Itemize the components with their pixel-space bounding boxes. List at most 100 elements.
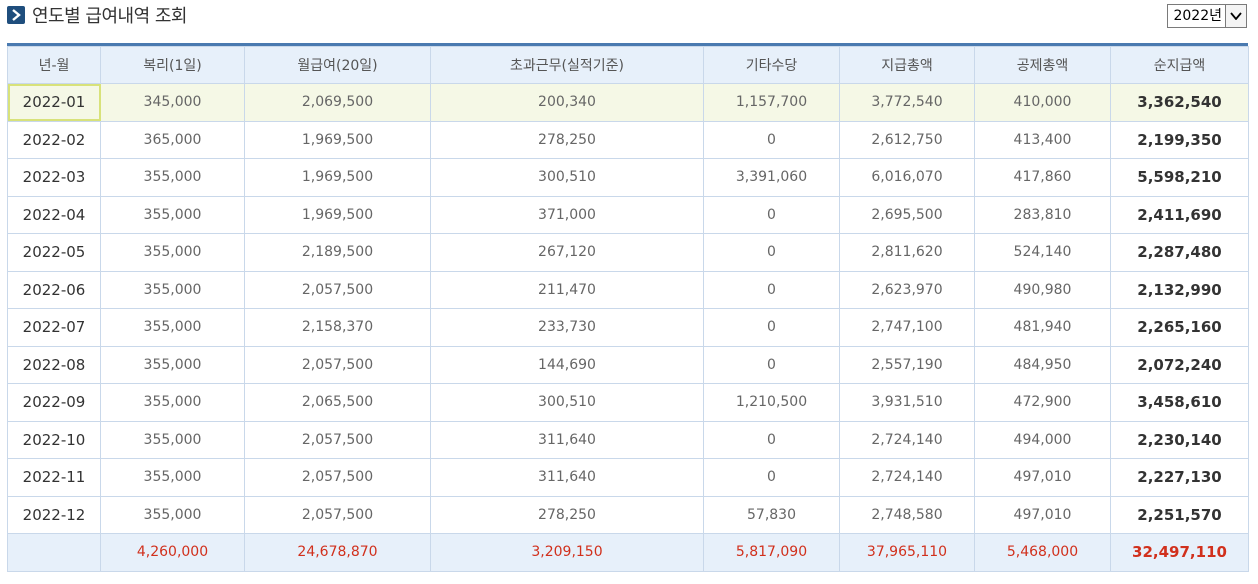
- col-year-month-cell: 2022-06: [7, 270, 101, 309]
- col-other-allowance-cell: 1,157,700: [703, 83, 840, 122]
- col-total-deduction-cell: 494,000: [974, 420, 1111, 459]
- table-row[interactable]: 2022-08 355,000 2,057,500 144,690 0 2,557,190…: [7, 345, 1249, 384]
- col-total-deduction-cell: 472,900: [974, 383, 1111, 422]
- col-net-payment-header: 순지급액: [1110, 46, 1249, 84]
- col-overtime-header: 초과근무(실적기준): [430, 46, 704, 84]
- col-total-deduction-header: 공제총액: [974, 46, 1111, 84]
- col-net-payment-cell: 2,132,990: [1110, 270, 1249, 309]
- col-total-payment-cell: 2,612,750: [839, 120, 975, 159]
- col-year-month-cell: 2022-02: [7, 120, 101, 159]
- col-other-allowance-header: 기타수당: [703, 46, 840, 84]
- col-year-month-header: 년-월: [7, 46, 101, 84]
- chevron-down-icon[interactable]: [1225, 5, 1246, 27]
- page-title: 연도별 급여내역 조회: [32, 6, 187, 27]
- col-total-deduction-cell: 481,940: [974, 308, 1111, 347]
- col-monthly-salary-cell: 1,969,500: [244, 195, 431, 234]
- total-row: 4,260,000 24,678,870 3,209,150 5,817,090 37,…: [7, 533, 1249, 572]
- col-monthly-salary-cell: 2,069,500: [244, 83, 431, 122]
- col-monthly-salary-cell: 1,969,500: [244, 158, 431, 197]
- col-monthly-salary-header: 월급여(20일): [244, 46, 431, 84]
- col-total-deduction-cell: 524,140: [974, 233, 1111, 272]
- col-net-payment-total: 32,497,110: [1110, 533, 1249, 572]
- table-row[interactable]: 2022-09 355,000 2,065,500 300,510 1,210,500 3…: [7, 383, 1249, 422]
- col-welfare-cell: 355,000: [100, 458, 245, 497]
- col-net-payment-cell: 2,230,140: [1110, 420, 1249, 459]
- col-year-month-cell: 2022-10: [7, 420, 101, 459]
- col-welfare-cell: 355,000: [100, 233, 245, 272]
- col-overtime-cell: 267,120: [430, 233, 704, 272]
- col-year-month-cell: 2022-09: [7, 383, 101, 422]
- col-welfare-cell: 355,000: [100, 345, 245, 384]
- col-welfare-cell: 345,000: [100, 83, 245, 122]
- col-overtime-cell: 278,250: [430, 120, 704, 159]
- year-select[interactable]: 2022년: [1167, 4, 1247, 28]
- col-welfare-cell: 355,000: [100, 270, 245, 309]
- col-year-month-cell: 2022-11: [7, 458, 101, 497]
- col-other-allowance-cell: 0: [703, 458, 840, 497]
- col-overtime-cell: 211,470: [430, 270, 704, 309]
- page-header: 연도별 급여내역 조회: [7, 3, 187, 27]
- table-row[interactable]: 2022-02 365,000 1,969,500 278,250 0 2,612,750…: [7, 120, 1249, 159]
- col-year-month-cell: 2022-03: [7, 158, 101, 197]
- col-total-payment-cell: 2,695,500: [839, 195, 975, 234]
- col-overtime-cell: 278,250: [430, 495, 704, 534]
- col-other-allowance-cell: 0: [703, 195, 840, 234]
- chevron-right-icon: [7, 6, 25, 24]
- col-year-month-cell: 2022-08: [7, 345, 101, 384]
- col-total-deduction-cell: 497,010: [974, 495, 1111, 534]
- col-net-payment-cell: 3,458,610: [1110, 383, 1249, 422]
- col-net-payment-cell: 2,411,690: [1110, 195, 1249, 234]
- col-total-deduction-cell: 497,010: [974, 458, 1111, 497]
- col-total-payment-cell: 6,016,070: [839, 158, 975, 197]
- col-monthly-salary-total: 24,678,870: [244, 533, 431, 572]
- col-total-payment-cell: 2,748,580: [839, 495, 975, 534]
- col-other-allowance-cell: 57,830: [703, 495, 840, 534]
- col-total-payment-cell: 3,931,510: [839, 383, 975, 422]
- col-year-month-cell: 2022-07: [7, 308, 101, 347]
- table-row[interactable]: 2022-07 355,000 2,158,370 233,730 0 2,747,100…: [7, 308, 1249, 347]
- salary-table-container: 년-월 복리(1일) 월급여(20일) 초과근무(실적기준) 기타수당 지급총액 공제총액 순…: [7, 43, 1249, 572]
- col-net-payment-cell: 2,072,240: [1110, 345, 1249, 384]
- col-welfare-cell: 365,000: [100, 120, 245, 159]
- col-total-payment-cell: 2,557,190: [839, 345, 975, 384]
- table-header-row: 년-월 복리(1일) 월급여(20일) 초과근무(실적기준) 기타수당 지급총액 공제총액 순…: [7, 46, 1249, 84]
- col-overtime-cell: 300,510: [430, 158, 704, 197]
- salary-table: 년-월 복리(1일) 월급여(20일) 초과근무(실적기준) 기타수당 지급총액 공제총액 순…: [7, 46, 1249, 572]
- col-other-allowance-cell: 0: [703, 270, 840, 309]
- col-net-payment-cell: 2,227,130: [1110, 458, 1249, 497]
- col-total-deduction-cell: 490,980: [974, 270, 1111, 309]
- table-row[interactable]: 2022-11 355,000 2,057,500 311,640 0 2,724,140…: [7, 458, 1249, 497]
- col-total-payment-cell: 2,747,100: [839, 308, 975, 347]
- table-row[interactable]: 2022-05 355,000 2,189,500 267,120 0 2,811,620…: [7, 233, 1249, 272]
- col-monthly-salary-cell: 2,057,500: [244, 345, 431, 384]
- table-row[interactable]: 2022-10 355,000 2,057,500 311,640 0 2,724,140…: [7, 420, 1249, 459]
- col-year-month-total: [7, 533, 101, 572]
- table-row[interactable]: 2022-03 355,000 1,969,500 300,510 3,391,060 6…: [7, 158, 1249, 197]
- col-total-payment-cell: 2,724,140: [839, 420, 975, 459]
- col-welfare-cell: 355,000: [100, 383, 245, 422]
- table-top-bar: [7, 43, 1248, 46]
- col-total-deduction-cell: 283,810: [974, 195, 1111, 234]
- table-row[interactable]: 2022-01 345,000 2,069,500 200,340 1,157,700 3…: [7, 83, 1249, 122]
- col-monthly-salary-cell: 2,189,500: [244, 233, 431, 272]
- col-other-allowance-total: 5,817,090: [703, 533, 840, 572]
- col-monthly-salary-cell: 2,158,370: [244, 308, 431, 347]
- col-overtime-cell: 311,640: [430, 458, 704, 497]
- col-overtime-cell: 144,690: [430, 345, 704, 384]
- col-welfare-cell: 355,000: [100, 308, 245, 347]
- table-row[interactable]: 2022-06 355,000 2,057,500 211,470 0 2,623,970…: [7, 270, 1249, 309]
- col-monthly-salary-cell: 2,057,500: [244, 420, 431, 459]
- col-total-deduction-cell: 413,400: [974, 120, 1111, 159]
- col-net-payment-cell: 2,251,570: [1110, 495, 1249, 534]
- table-row[interactable]: 2022-04 355,000 1,969,500 371,000 0 2,695,500…: [7, 195, 1249, 234]
- table-row[interactable]: 2022-12 355,000 2,057,500 278,250 57,830 2,74…: [7, 495, 1249, 534]
- col-other-allowance-cell: 0: [703, 308, 840, 347]
- col-other-allowance-cell: 0: [703, 120, 840, 159]
- col-total-payment-cell: 2,811,620: [839, 233, 975, 272]
- col-other-allowance-cell: 0: [703, 420, 840, 459]
- col-other-allowance-cell: 1,210,500: [703, 383, 840, 422]
- col-total-deduction-cell: 417,860: [974, 158, 1111, 197]
- year-select-value: 2022년: [1173, 8, 1222, 24]
- col-net-payment-cell: 3,362,540: [1110, 83, 1249, 122]
- col-total-payment-header: 지급총액: [839, 46, 975, 84]
